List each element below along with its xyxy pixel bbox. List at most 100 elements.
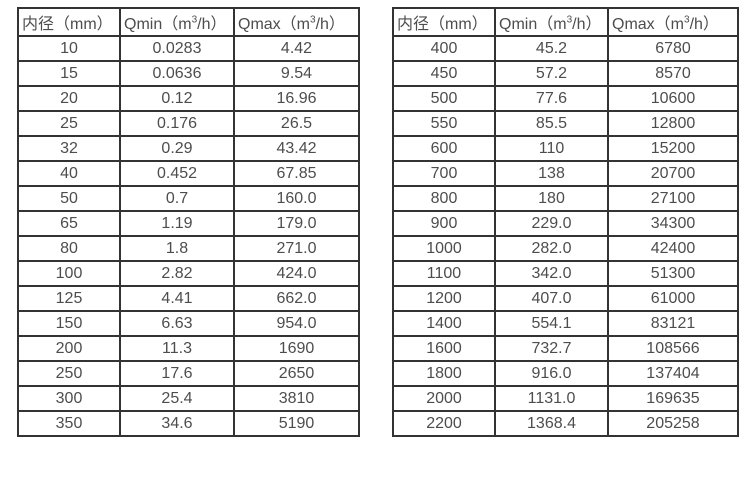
header-row: 内径（mm） Qmin（m3/h） Qmax（m3/h）: [17, 7, 360, 37]
header-qmax-text: Qmax（m: [612, 16, 685, 33]
cell-qmin: 342.0: [494, 260, 609, 287]
cell-qmax: 4.42: [233, 35, 360, 62]
header-row: 内径（mm） Qmin（m3/h） Qmax（m3/h）: [392, 7, 739, 37]
cell-qmax: 12800: [607, 110, 739, 137]
cell-diameter: 65: [17, 210, 121, 237]
cell-diameter: 1800: [392, 360, 496, 387]
table-row: 40 0.452 67.85: [17, 160, 360, 187]
header-qmin-text: Qmin（m: [124, 16, 192, 33]
cell-qmax: 2650: [233, 360, 360, 387]
cell-qmin: 0.29: [119, 135, 235, 162]
cell-qmin: 1.8: [119, 235, 235, 262]
table-row: 2200 1368.4 205258: [392, 410, 739, 437]
cell-qmin: 0.176: [119, 110, 235, 137]
cell-qmax: 108566: [607, 335, 739, 362]
cell-qmin: 57.2: [494, 60, 609, 87]
cell-diameter: 125: [17, 285, 121, 312]
header-diameter: 内径（mm）: [392, 7, 496, 37]
cell-qmin: 1368.4: [494, 410, 609, 437]
cell-qmin: 6.63: [119, 310, 235, 337]
cell-qmin: 0.7: [119, 185, 235, 212]
table-row: 100 2.82 424.0: [17, 260, 360, 287]
cell-qmin: 0.452: [119, 160, 235, 187]
cell-qmin: 25.4: [119, 385, 235, 412]
table-row: 400 45.2 6780: [392, 35, 739, 62]
cell-qmin: 1.19: [119, 210, 235, 237]
cell-diameter: 1100: [392, 260, 496, 287]
cell-qmin: 45.2: [494, 35, 609, 62]
cell-diameter: 700: [392, 160, 496, 187]
table-row: 15 0.0636 9.54: [17, 60, 360, 87]
cell-qmin: 732.7: [494, 335, 609, 362]
cell-diameter: 25: [17, 110, 121, 137]
cell-qmax: 16.96: [233, 85, 360, 112]
cell-diameter: 100: [17, 260, 121, 287]
cell-qmax: 662.0: [233, 285, 360, 312]
cell-qmin: 11.3: [119, 335, 235, 362]
header-qmax: Qmax（m3/h）: [607, 7, 739, 37]
cell-diameter: 1600: [392, 335, 496, 362]
cell-qmax: 1690: [233, 335, 360, 362]
cell-qmin: 110: [494, 135, 609, 162]
cell-diameter: 150: [17, 310, 121, 337]
table-body: 400 45.2 6780 450 57.2 8570 500 77.6 10600 550 85.…: [392, 35, 739, 437]
cell-qmax: 43.42: [233, 135, 360, 162]
header-qmin: Qmin（m3/h）: [119, 7, 235, 37]
table-body: 10 0.0283 4.42 15 0.0636 9.54 20 0.12 16.96 25 0.1…: [17, 35, 360, 437]
cell-diameter: 800: [392, 185, 496, 212]
cell-diameter: 32: [17, 135, 121, 162]
cell-qmin: 554.1: [494, 310, 609, 337]
cell-diameter: 300: [17, 385, 121, 412]
cell-diameter: 500: [392, 85, 496, 112]
cell-qmax: 271.0: [233, 235, 360, 262]
cell-diameter: 10: [17, 35, 121, 62]
cell-diameter: 400: [392, 35, 496, 62]
cell-qmax: 26.5: [233, 110, 360, 137]
cell-qmin: 85.5: [494, 110, 609, 137]
table-row: 450 57.2 8570: [392, 60, 739, 87]
cell-qmax: 9.54: [233, 60, 360, 87]
table-row: 350 34.6 5190: [17, 410, 360, 437]
cell-qmax: 20700: [607, 160, 739, 187]
cell-qmin: 180: [494, 185, 609, 212]
header-qmin-superscript: 3: [566, 14, 573, 26]
cell-qmax: 954.0: [233, 310, 360, 337]
cell-qmax: 169635: [607, 385, 739, 412]
table-row: 500 77.6 10600: [392, 85, 739, 112]
cell-qmax: 42400: [607, 235, 739, 262]
cell-qmax: 51300: [607, 260, 739, 287]
table-row: 50 0.7 160.0: [17, 185, 360, 212]
cell-diameter: 550: [392, 110, 496, 137]
cell-qmax: 179.0: [233, 210, 360, 237]
table-row: 800 180 27100: [392, 185, 739, 212]
cell-diameter: 40: [17, 160, 121, 187]
header-diameter: 内径（mm）: [17, 7, 121, 37]
header-qmax-text: Qmax（m: [238, 16, 311, 33]
table-row: 250 17.6 2650: [17, 360, 360, 387]
cell-qmin: 407.0: [494, 285, 609, 312]
cell-diameter: 600: [392, 135, 496, 162]
table-row: 25 0.176 26.5: [17, 110, 360, 137]
cell-qmax: 67.85: [233, 160, 360, 187]
header-qmax: Qmax（m3/h）: [233, 7, 360, 37]
cell-diameter: 1200: [392, 285, 496, 312]
header-qmax-unit: /h）: [689, 16, 719, 33]
cell-diameter: 1000: [392, 235, 496, 262]
table-row: 1200 407.0 61000: [392, 285, 739, 312]
table-row: 200 11.3 1690: [17, 335, 360, 362]
table-row: 150 6.63 954.0: [17, 310, 360, 337]
cell-qmax: 34300: [607, 210, 739, 237]
cell-qmax: 3810: [233, 385, 360, 412]
cell-qmin: 916.0: [494, 360, 609, 387]
cell-diameter: 450: [392, 60, 496, 87]
table-row: 700 138 20700: [392, 160, 739, 187]
cell-qmax: 27100: [607, 185, 739, 212]
cell-qmin: 0.0636: [119, 60, 235, 87]
cell-qmax: 137404: [607, 360, 739, 387]
cell-qmin: 282.0: [494, 235, 609, 262]
cell-qmin: 1131.0: [494, 385, 609, 412]
cell-diameter: 350: [17, 410, 121, 437]
header-qmax-superscript: 3: [310, 14, 316, 26]
cell-qmin: 0.0283: [119, 35, 235, 62]
